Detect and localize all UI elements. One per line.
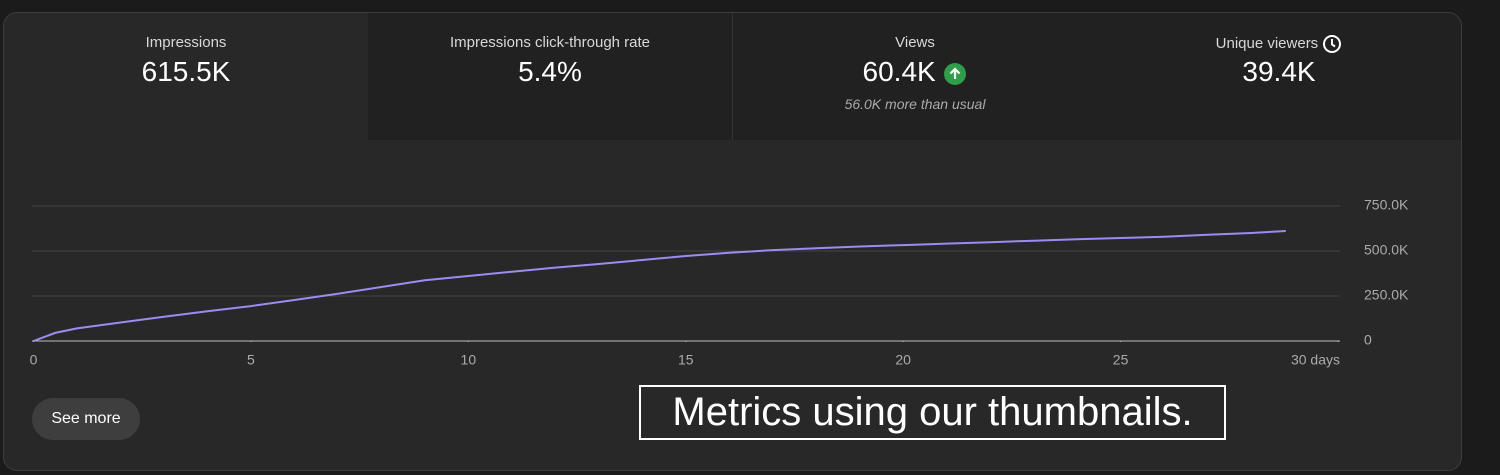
y-tick-label: 250.0K (1364, 287, 1409, 303)
metric-card[interactable]: Unique viewers 39.4K (1097, 13, 1461, 140)
metric-card[interactable]: Views 60.4K 56.0K more than usual (733, 13, 1098, 140)
metric-card[interactable]: Impressions 615.5K (4, 13, 369, 140)
metric-card[interactable]: Impressions click-through rate 5.4% (368, 13, 733, 140)
metric-value-row: 60.4K (733, 56, 1097, 90)
metric-value: 60.4K (862, 56, 936, 87)
metric-title-row: Unique viewers (1097, 34, 1461, 54)
x-tick-label: 5 (247, 352, 255, 368)
metric-title: Impressions click-through rate (449, 34, 651, 51)
metric-note: 56.0K more than usual (844, 96, 986, 112)
metric-value: 39.4K (1242, 56, 1316, 87)
metric-title: Unique viewers (1215, 34, 1319, 52)
data-line (33, 230, 1286, 342)
x-tick-label: 20 (895, 352, 911, 368)
x-tick-label: 0 (30, 352, 38, 368)
metric-title: Impressions (145, 34, 227, 51)
metric-value: 615.5K (141, 56, 231, 87)
x-tick-label: 30 days (1291, 352, 1340, 368)
metric-title: Views (895, 34, 935, 51)
x-tick-label: 25 (1113, 352, 1129, 368)
metric-value: 5.4% (518, 56, 582, 87)
see-more-button[interactable]: See more (32, 398, 140, 440)
y-tick-label: 500.0K (1364, 242, 1409, 258)
y-tick-label: 750.0K (1364, 197, 1409, 213)
caption: Metrics using our thumbnails. (639, 385, 1226, 440)
up-arrow-icon (944, 62, 967, 85)
y-tick-label: 0 (1364, 332, 1372, 348)
clock-icon[interactable] (1322, 34, 1342, 54)
x-tick-label: 10 (461, 352, 477, 368)
analytics-panel: Impressions 615.5K Impressions click-thr… (3, 12, 1462, 471)
x-tick-label: 15 (678, 352, 694, 368)
